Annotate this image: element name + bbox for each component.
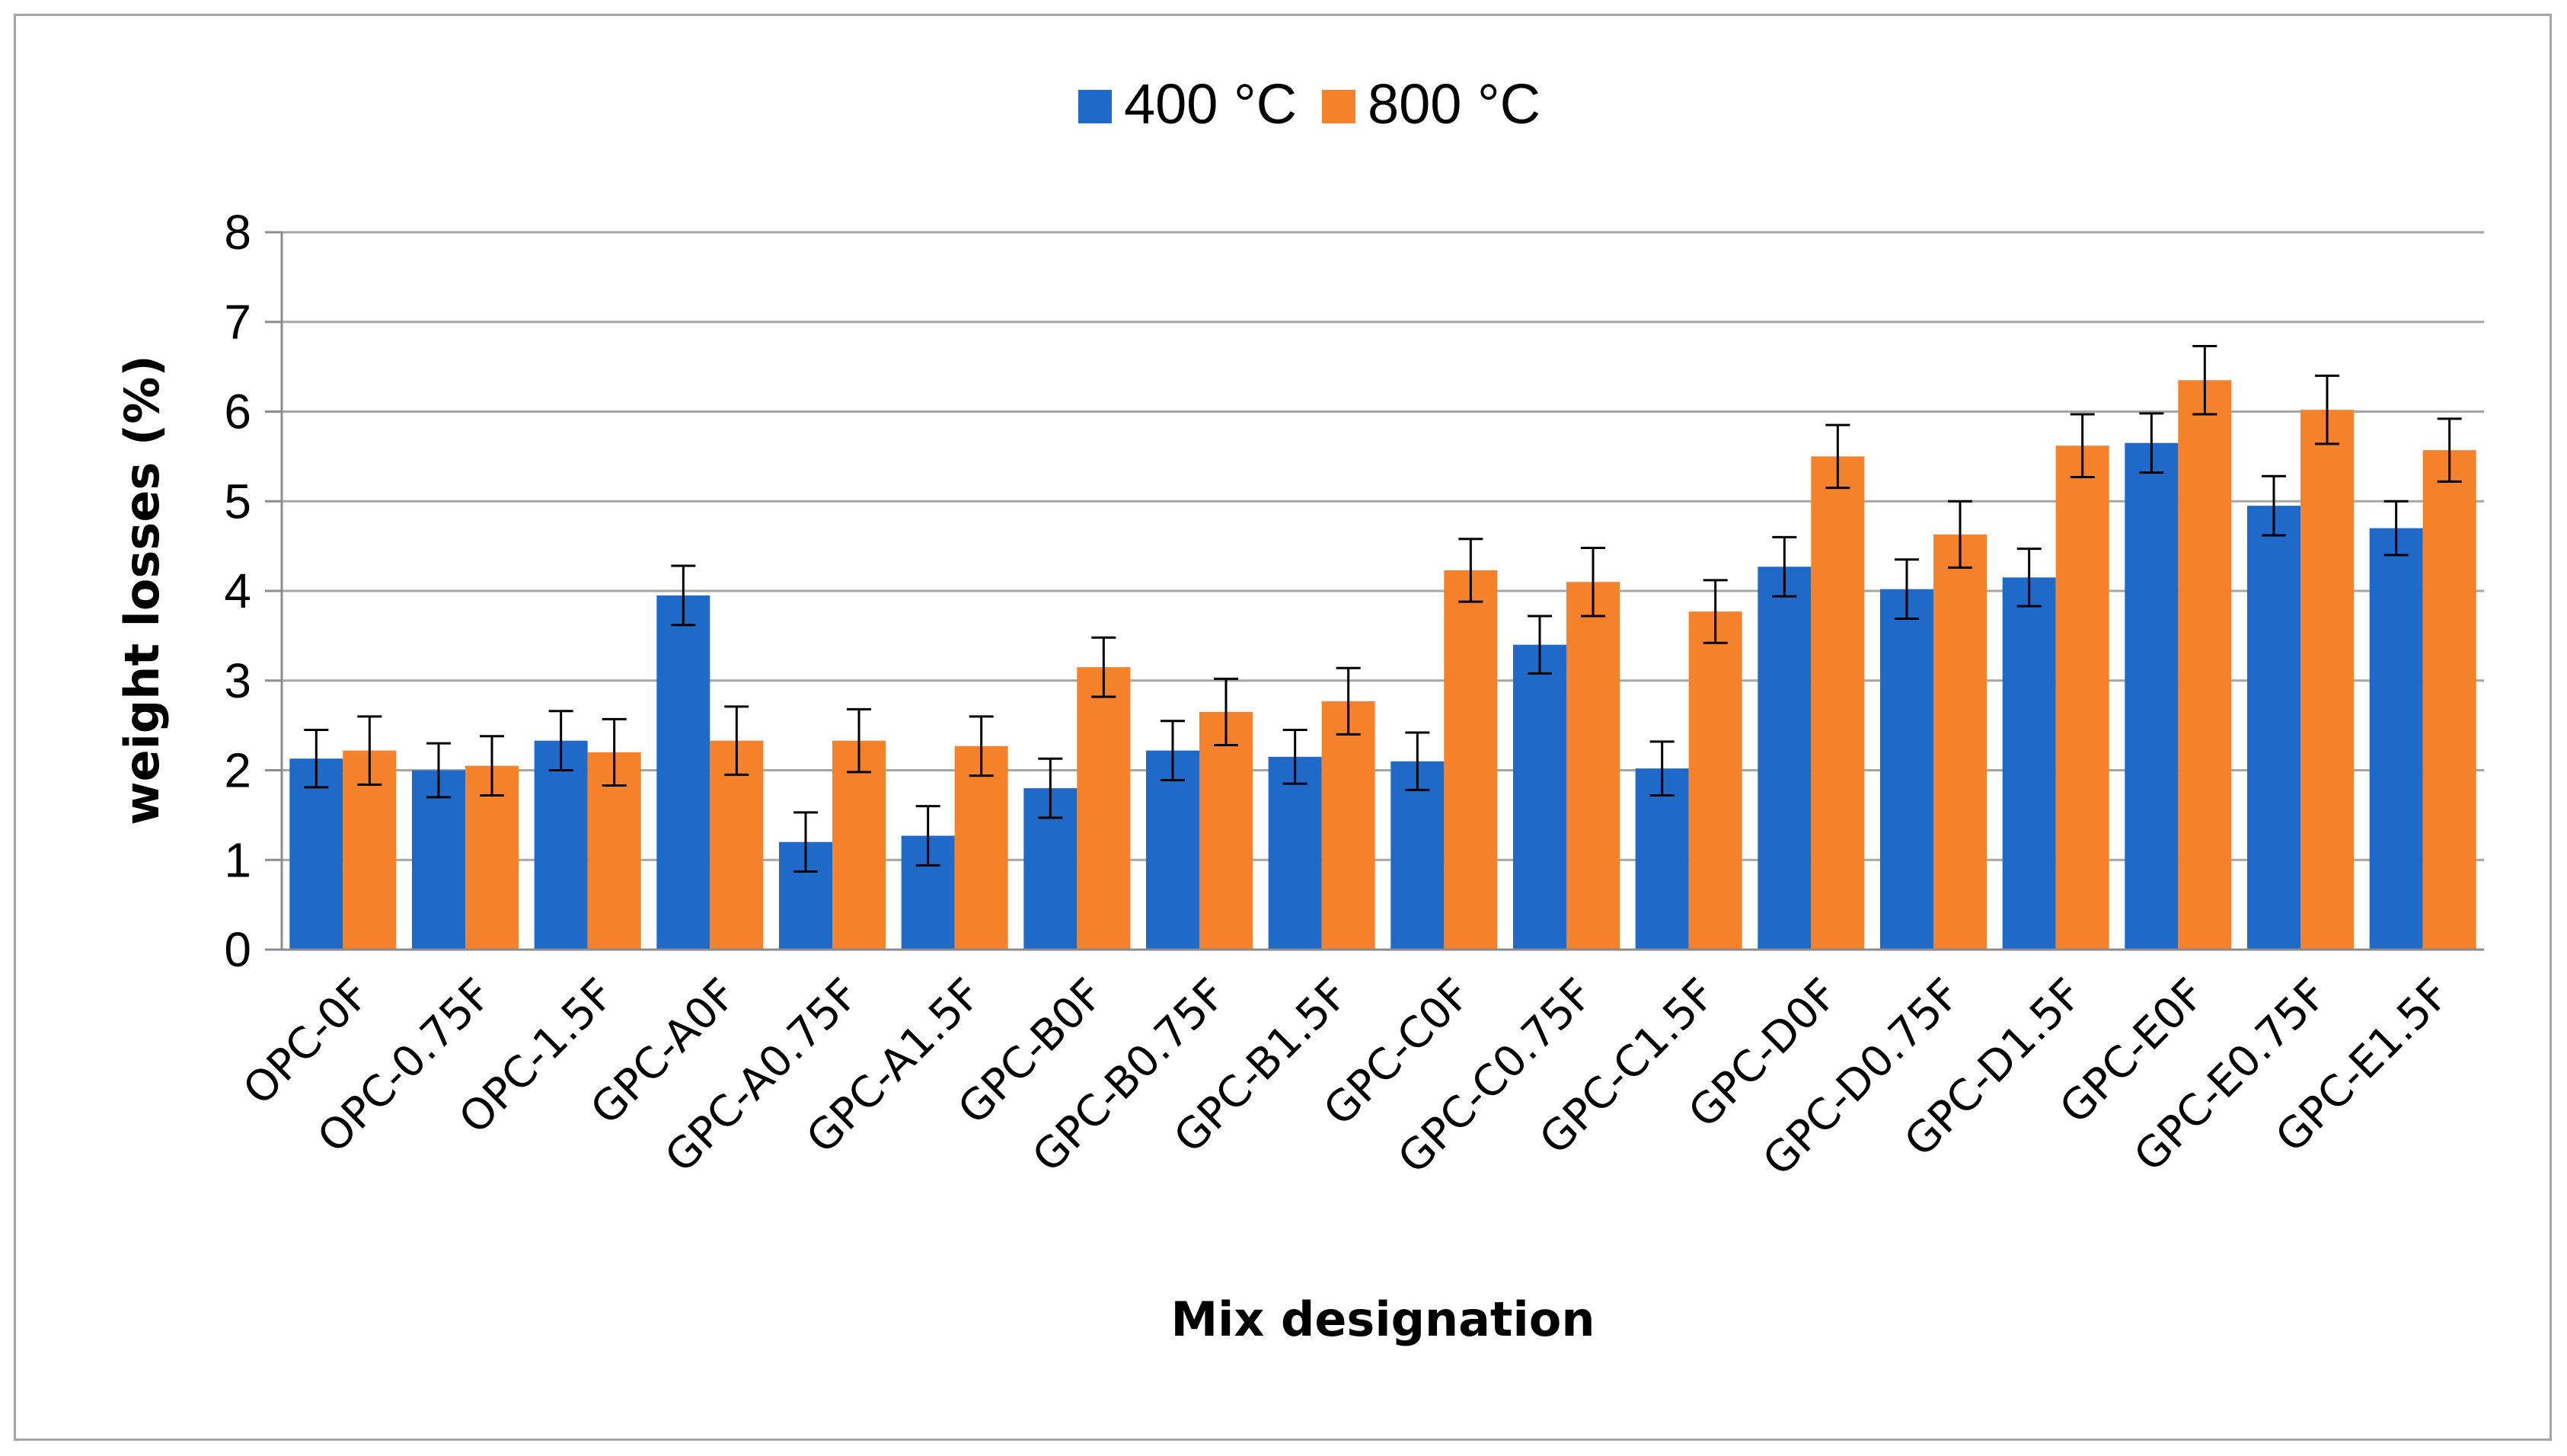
bar-800c xyxy=(2178,380,2232,950)
bar-400c xyxy=(2125,442,2179,950)
error-bar xyxy=(1214,677,1238,747)
y-axis-ticks: 0 1 2 3 4 5 6 7 8 xyxy=(224,205,282,977)
bar-400c xyxy=(412,770,465,950)
bar-400c xyxy=(2002,577,2056,950)
error-bar xyxy=(304,729,329,789)
error-bar xyxy=(1948,500,1972,569)
error-bar xyxy=(2070,413,2095,478)
x-axis-title: Mix designation xyxy=(1170,1292,1595,1347)
legend-item: 400 °C xyxy=(1078,72,1297,136)
y-tick-label: 3 xyxy=(224,653,251,708)
legend-label: 400 °C xyxy=(1124,72,1297,136)
bar-800c xyxy=(1199,711,1253,950)
y-tick-label: 6 xyxy=(224,385,251,439)
error-bar xyxy=(915,805,940,867)
bar-800c xyxy=(1566,582,1620,950)
legend-swatch xyxy=(1078,90,1112,123)
error-bar xyxy=(847,707,871,774)
error-bar xyxy=(969,715,994,777)
error-bar xyxy=(1336,666,1361,736)
error-bar xyxy=(2139,412,2164,474)
error-bar xyxy=(724,705,749,776)
bar-800c xyxy=(1933,534,1987,950)
bar-400c xyxy=(1390,761,1445,950)
bar-800c xyxy=(1077,667,1131,950)
bar-800c xyxy=(2055,445,2109,950)
error-bar xyxy=(1161,720,1185,781)
error-bar xyxy=(1581,546,1605,618)
y-tick-label: 1 xyxy=(224,832,251,887)
y-tick-label: 7 xyxy=(224,295,251,350)
bar-400c xyxy=(1880,589,1933,950)
bar-400c xyxy=(1146,750,1199,950)
error-bar xyxy=(2383,500,2409,557)
y-tick-label: 5 xyxy=(224,474,251,528)
y-tick-label: 2 xyxy=(224,743,251,798)
error-bar xyxy=(2192,345,2217,416)
bar-400c xyxy=(656,595,710,950)
error-bar xyxy=(1528,615,1552,675)
bar-400c xyxy=(1268,756,1322,950)
legend-label: 800 °C xyxy=(1368,72,1541,136)
error-bar xyxy=(602,717,627,787)
error-bar xyxy=(1772,535,1797,598)
y-tick-label: 0 xyxy=(224,922,251,977)
gridlines xyxy=(282,231,2484,861)
y-tick-label: 4 xyxy=(224,564,251,618)
bar-400c xyxy=(289,758,343,950)
x-axis-ticks: OPC-0FOPC-0.75FOPC-1.5FGPC-A0FGPC-A0.75F… xyxy=(234,969,2459,1186)
legend: 400 °C 800 °C xyxy=(1078,72,1541,136)
error-bar xyxy=(548,710,573,771)
bar-400c xyxy=(1635,768,1689,950)
error-bar xyxy=(426,742,451,799)
error-bar xyxy=(1038,757,1063,819)
error-bar xyxy=(2437,417,2462,483)
bar-800c xyxy=(1688,611,1742,950)
error-bar xyxy=(1458,538,1483,603)
legend-swatch xyxy=(1322,90,1355,123)
error-bar xyxy=(1703,579,1728,644)
bar-800c xyxy=(2422,450,2476,950)
error-bar xyxy=(1091,636,1116,698)
bar-400c xyxy=(1513,644,1566,950)
bar-400c xyxy=(534,740,588,950)
bar-800c xyxy=(1811,456,1865,950)
error-bar xyxy=(1649,740,1675,797)
error-bar xyxy=(480,735,504,797)
error-bar xyxy=(671,564,696,627)
y-tick-label: 8 xyxy=(224,205,251,260)
error-bar xyxy=(2262,474,2286,537)
bar-800c xyxy=(954,746,1008,950)
bars xyxy=(289,380,2476,950)
error-bar xyxy=(793,811,818,873)
bar-400c xyxy=(2369,528,2423,950)
error-bar xyxy=(1825,423,1850,490)
bar-400c xyxy=(2247,506,2300,950)
error-bar xyxy=(1282,729,1307,785)
bar-800c xyxy=(1444,570,1498,950)
error-bars xyxy=(304,345,2462,873)
bar-400c xyxy=(1758,567,1812,950)
error-bar xyxy=(1895,558,1919,621)
bar-800c xyxy=(2300,410,2354,950)
bar-800c xyxy=(832,740,886,950)
error-bar xyxy=(2315,374,2339,445)
y-axis-title: weight losses (%) xyxy=(114,355,170,825)
axes xyxy=(280,232,2484,951)
bar-800c xyxy=(1321,701,1375,950)
error-bar xyxy=(357,715,382,786)
error-bar xyxy=(2016,548,2042,608)
legend-item: 800 °C xyxy=(1322,72,1541,136)
error-bar xyxy=(1405,731,1430,791)
